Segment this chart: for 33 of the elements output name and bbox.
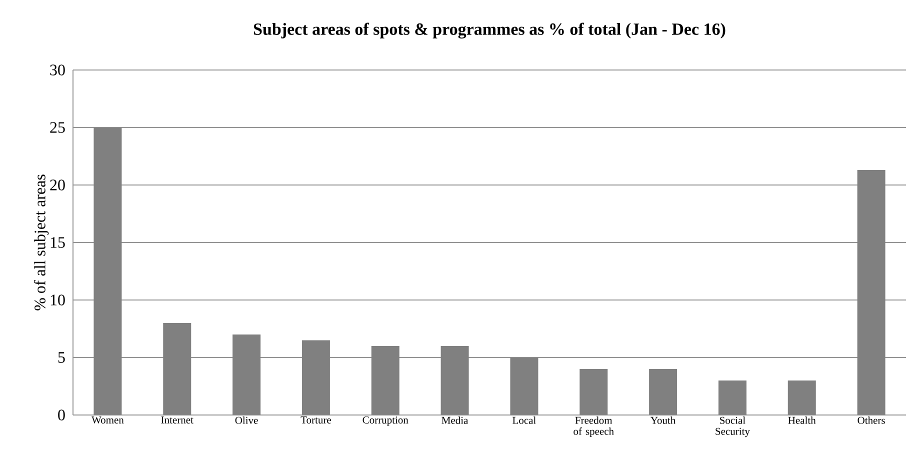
x-tick-label: Internet xyxy=(161,416,194,424)
bar xyxy=(510,358,538,415)
x-tick-label: Local xyxy=(512,416,536,424)
y-tick-label: 15 xyxy=(50,237,65,248)
y-axis-title: % of all subject areas xyxy=(34,174,49,310)
bar xyxy=(94,127,122,415)
x-tick-label: Women xyxy=(92,416,124,424)
bar xyxy=(163,323,192,415)
y-tick-label: 0 xyxy=(58,410,65,420)
bar xyxy=(371,346,400,415)
bar xyxy=(718,380,746,415)
x-tick-label: Olive xyxy=(235,416,258,424)
x-tick-label: Torture xyxy=(300,416,331,424)
bar xyxy=(788,380,816,415)
y-tick-label: 5 xyxy=(58,352,65,363)
x-tick-label: Freedom of speech xyxy=(574,416,614,438)
y-tick-label: 10 xyxy=(50,294,65,306)
y-tick-label: 20 xyxy=(50,180,65,190)
y-tick-label: 25 xyxy=(50,122,65,133)
bar xyxy=(857,170,886,415)
x-tick-label: Corruption xyxy=(362,416,408,426)
x-tick-label: Health xyxy=(788,416,816,424)
bar xyxy=(440,346,469,415)
y-tick-label: 30 xyxy=(50,64,65,76)
chart-title: Subject areas of spots & programmes as % of total (Jan - Dec 16) xyxy=(254,22,726,38)
bar xyxy=(232,334,261,415)
bar xyxy=(649,369,678,415)
x-tick-label: Youth xyxy=(650,416,676,424)
bar xyxy=(302,340,330,415)
x-tick-label: Others xyxy=(858,416,885,424)
bar xyxy=(580,369,608,415)
x-tick-label: Social Security xyxy=(716,416,750,438)
x-tick-label: Media xyxy=(442,416,468,424)
